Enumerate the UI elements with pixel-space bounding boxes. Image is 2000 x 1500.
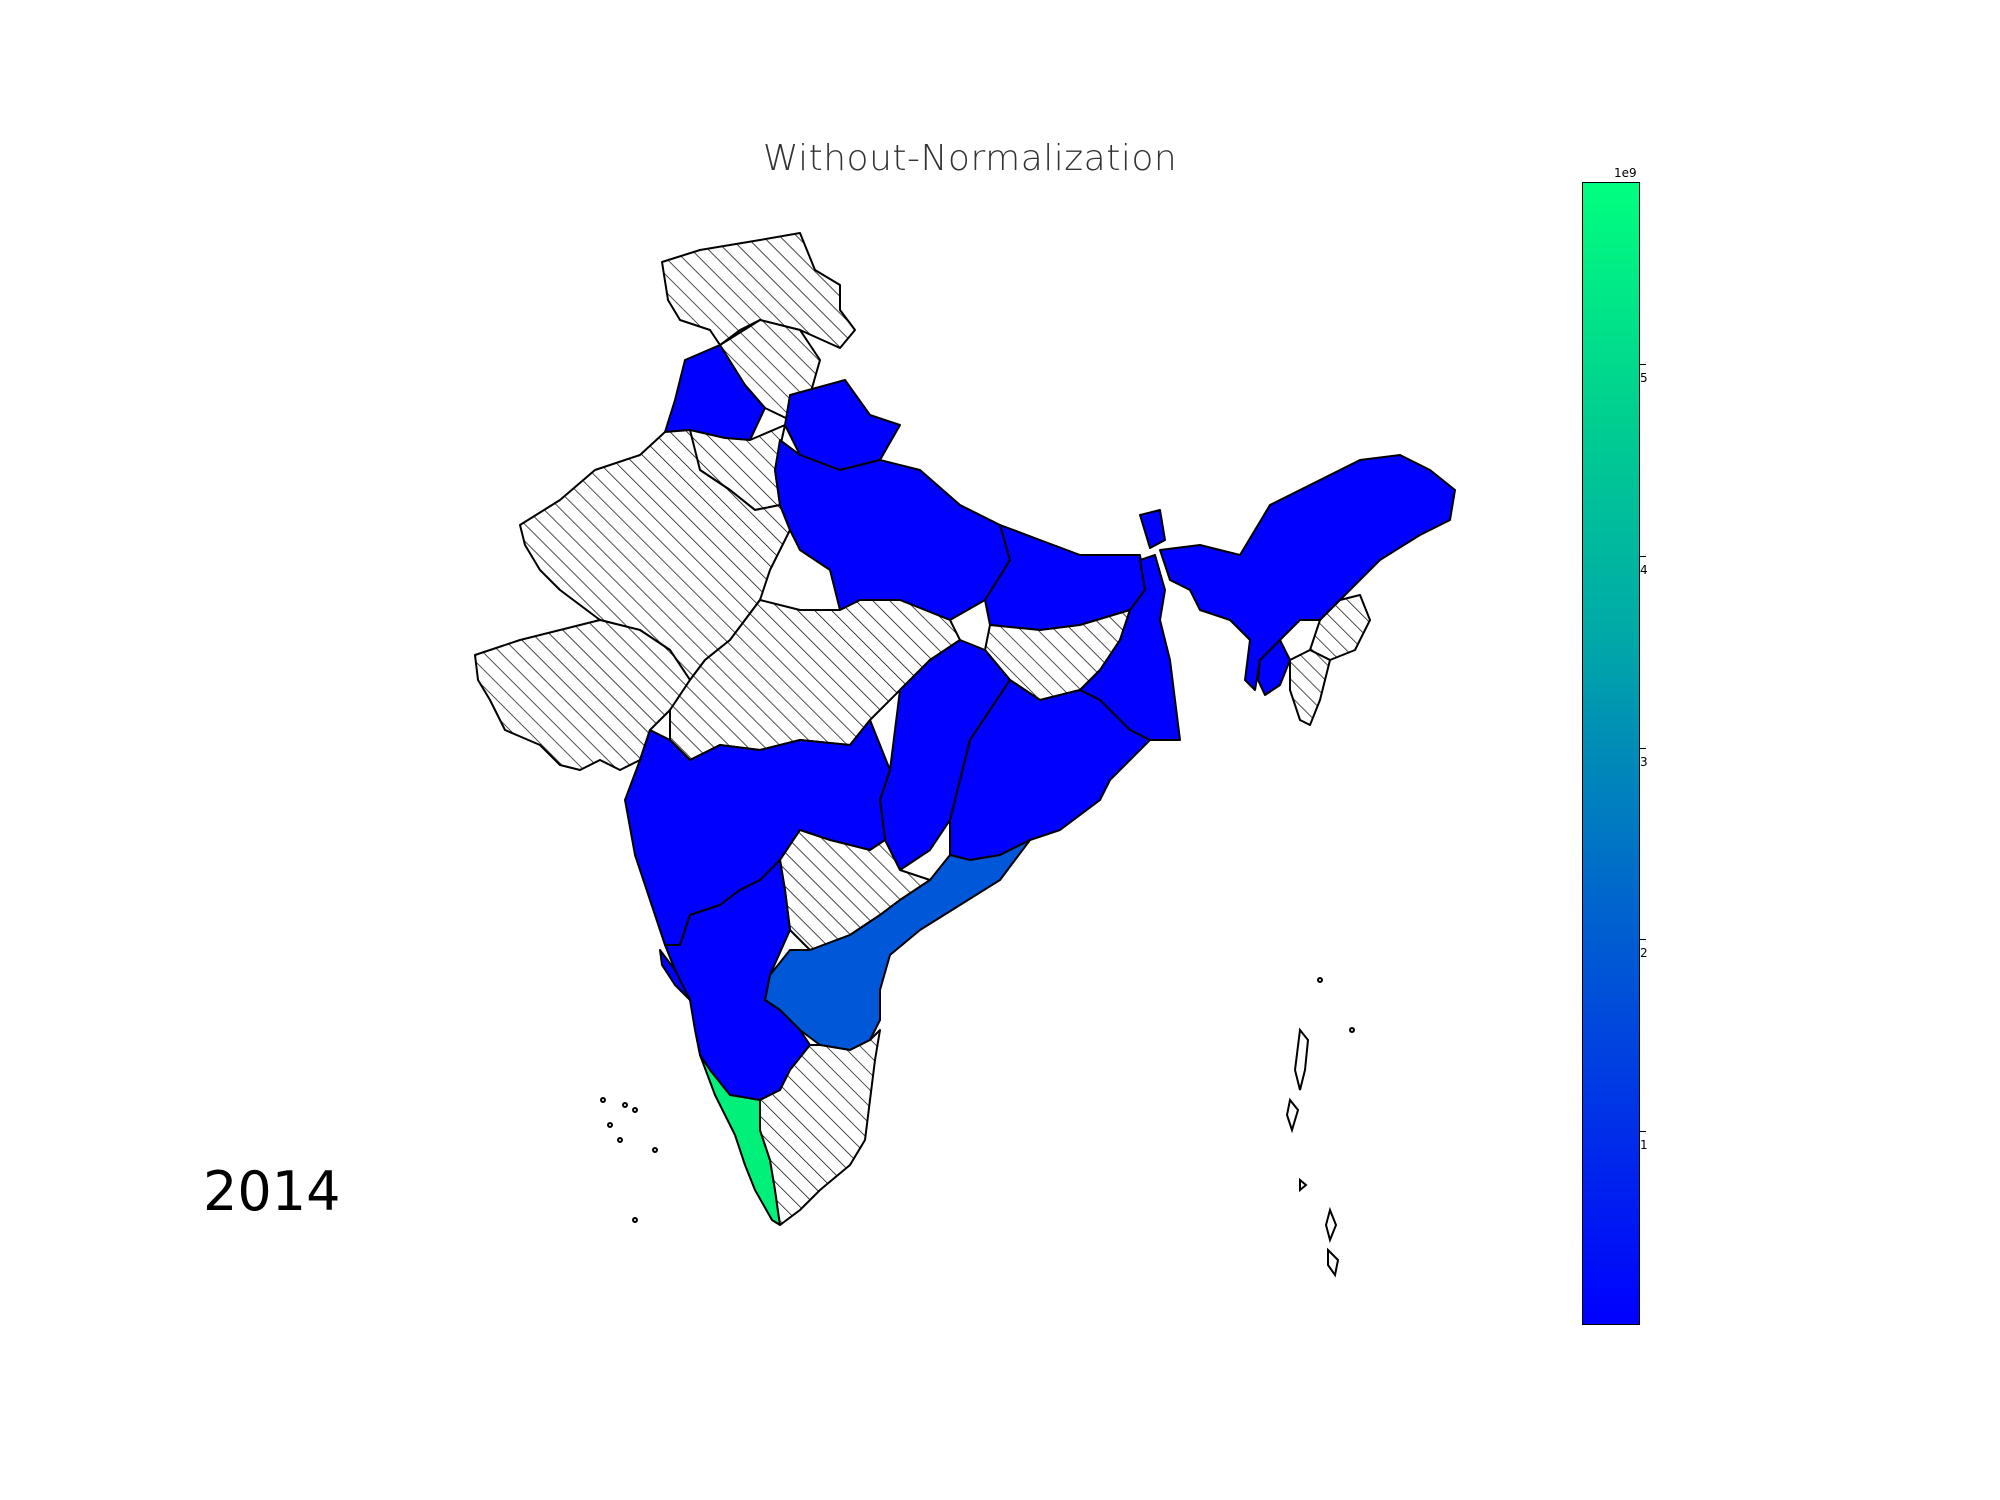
region-goa [659,949,691,1001]
colorbar-tick-2: 2 [1640,932,1654,960]
region-tamil-nadu [759,1029,881,1226]
colorbar-exponent: 1e9 [1614,166,1637,180]
year-label: 2014 [203,1160,341,1223]
region-tripura-mizoram [1257,639,1291,696]
region-sikkim [1139,509,1166,549]
colorbar-tick-3: 3 [1640,741,1654,769]
islands [600,977,1355,1278]
region-jammu-kashmir [661,232,856,349]
colorbar-tick-5: 5 [1640,357,1654,385]
colorbar-tick-4: 4 [1640,549,1654,577]
region-west-bengal [1079,554,1181,741]
colorbar-gradient [1582,182,1640,1325]
map-title: Without-Normalization [762,138,1178,179]
region-mizoram [1289,649,1331,726]
colorbar-tick-1: 1 [1640,1124,1654,1152]
region-odisha [949,679,1151,861]
region-uttar-pradesh [774,439,1011,621]
region-karnataka [664,859,811,1101]
